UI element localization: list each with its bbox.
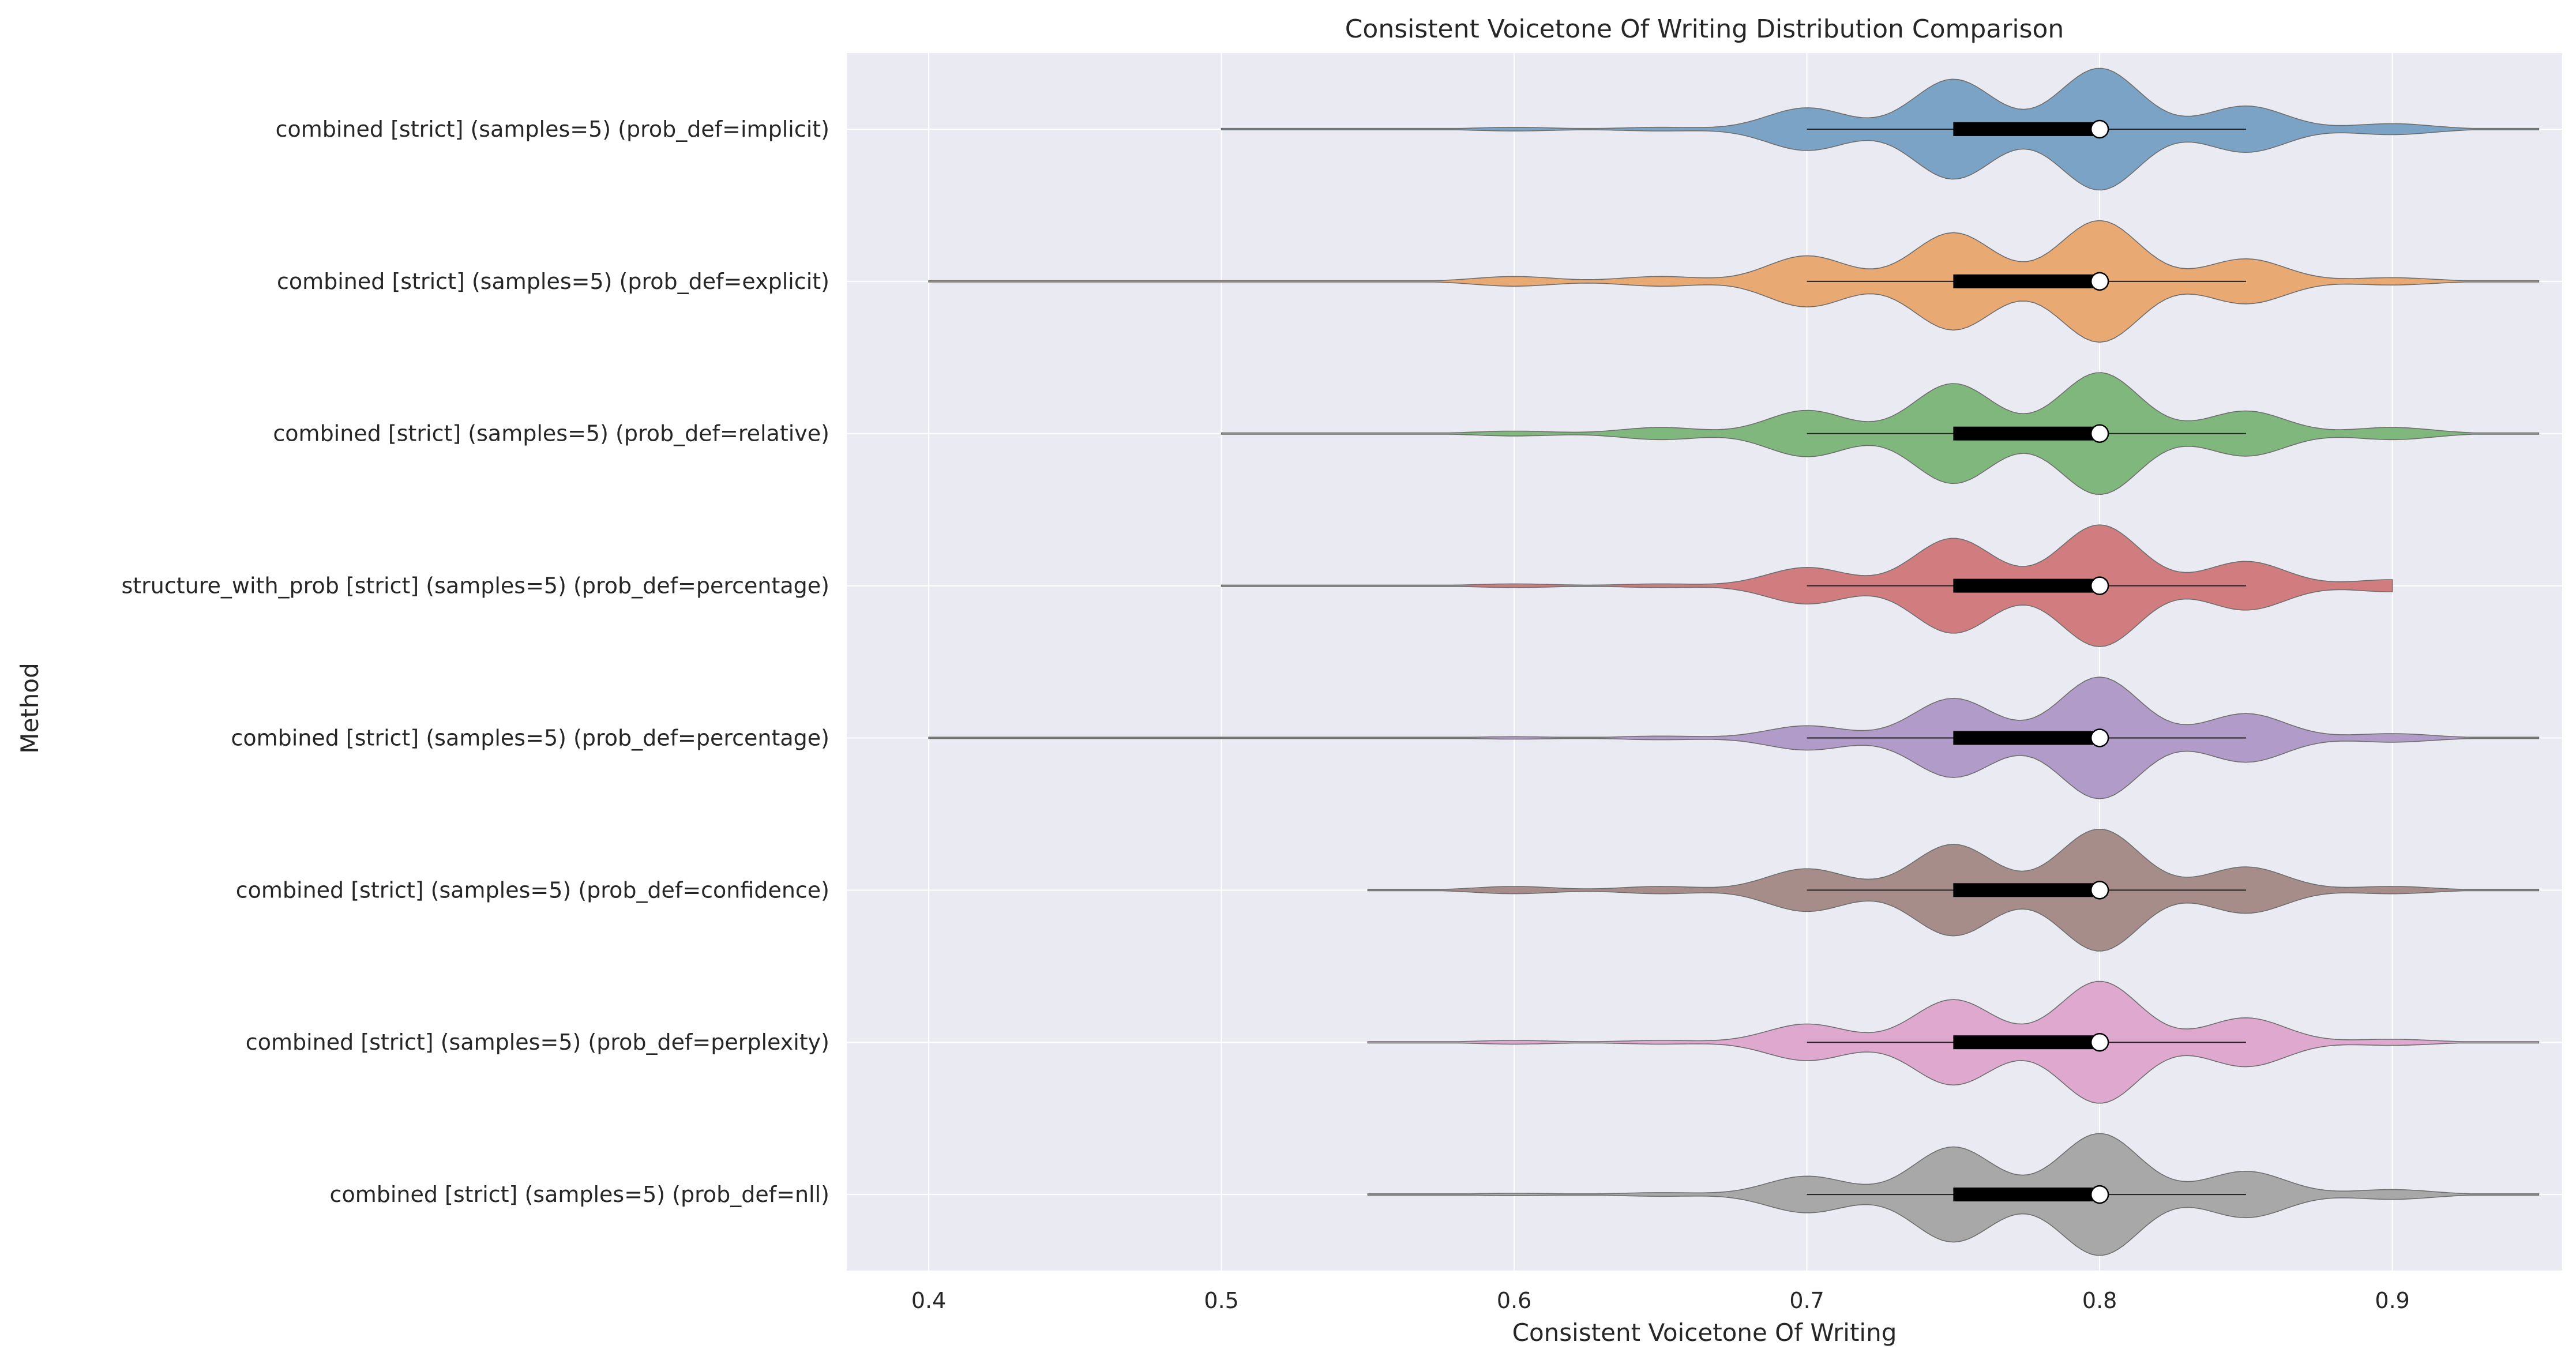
iqr-box [1953, 122, 2100, 136]
y-category-label: combined [strict] (samples=5) (prob_def=… [330, 1182, 829, 1207]
iqr-box [1953, 1188, 2100, 1202]
y-category-label: combined [strict] (samples=5) (prob_def=… [277, 269, 829, 294]
median-marker [2090, 119, 2109, 139]
y-axis-label: Method [16, 663, 44, 754]
median-marker [2090, 1185, 2109, 1204]
iqr-box [1953, 1035, 2100, 1050]
violin-body [928, 677, 2540, 799]
x-axis-label: Consistent Voicetone Of Writing [1512, 1318, 1897, 1347]
x-tick-label: 0.8 [2082, 1288, 2117, 1313]
iqr-box [1953, 731, 2100, 745]
median-marker [2090, 1032, 2109, 1052]
y-category-label: combined [strict] (samples=5) (prob_def=… [231, 725, 829, 750]
median-marker [2090, 728, 2109, 747]
violin-body [1221, 524, 2393, 647]
y-category-label: combined [strict] (samples=5) (prob_def=… [276, 117, 829, 142]
iqr-box [1953, 578, 2100, 593]
x-tick-labels: 0.4 0.5 0.6 0.7 0.8 0.9 [911, 1288, 2410, 1313]
iqr-box [1953, 426, 2100, 441]
median-marker [2090, 424, 2109, 443]
x-tick-label: 0.5 [1204, 1288, 1238, 1313]
median-marker [2090, 576, 2109, 595]
violin-body [928, 220, 2540, 343]
median-marker [2090, 272, 2109, 291]
y-category-label: combined [strict] (samples=5) (prob_def=… [273, 421, 829, 446]
y-category-label: combined [strict] (samples=5) (prob_def=… [246, 1029, 829, 1055]
y-category-label: structure_with_prob [strict] (samples=5)… [121, 573, 829, 599]
y-category-labels: combined [strict] (samples=5) (prob_def=… [121, 117, 829, 1207]
plot-area [847, 53, 2562, 1271]
median-marker [2090, 881, 2109, 900]
x-tick-label: 0.4 [911, 1288, 946, 1313]
y-category-label: combined [strict] (samples=5) (prob_def=… [236, 877, 829, 903]
iqr-box [1953, 274, 2100, 288]
inner-boxes [1807, 119, 2246, 1204]
iqr-box [1953, 883, 2100, 897]
x-tick-label: 0.7 [1789, 1288, 1824, 1313]
x-tick-label: 0.6 [1497, 1288, 1531, 1313]
chart-title: Consistent Voicetone Of Writing Distribu… [1345, 14, 2064, 44]
x-tick-label: 0.9 [2375, 1288, 2409, 1313]
